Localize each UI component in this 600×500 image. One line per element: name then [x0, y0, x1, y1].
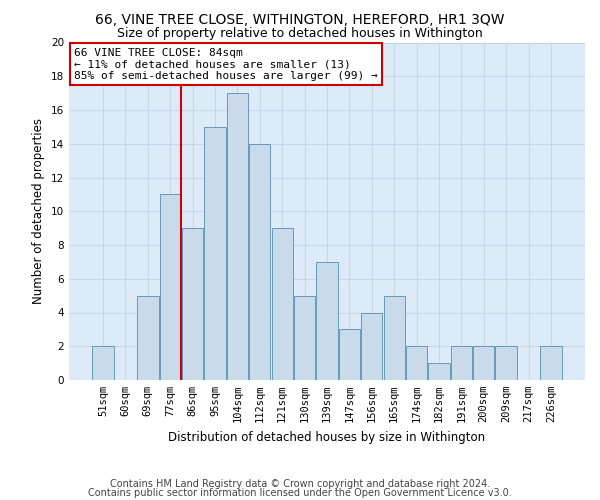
Text: 66, VINE TREE CLOSE, WITHINGTON, HEREFORD, HR1 3QW: 66, VINE TREE CLOSE, WITHINGTON, HEREFOR… — [95, 12, 505, 26]
Bar — [496, 346, 517, 380]
Bar — [473, 346, 494, 380]
Bar — [160, 194, 181, 380]
Text: Size of property relative to detached houses in Withington: Size of property relative to detached ho… — [117, 28, 483, 40]
Bar — [451, 346, 472, 380]
Bar — [428, 363, 449, 380]
Bar — [92, 346, 114, 380]
Bar — [227, 93, 248, 380]
Bar — [272, 228, 293, 380]
Bar — [249, 144, 271, 380]
Bar — [406, 346, 427, 380]
Y-axis label: Number of detached properties: Number of detached properties — [32, 118, 46, 304]
Bar — [137, 296, 158, 380]
Bar — [182, 228, 203, 380]
Bar — [540, 346, 562, 380]
X-axis label: Distribution of detached houses by size in Withington: Distribution of detached houses by size … — [169, 430, 485, 444]
Bar — [316, 262, 338, 380]
Bar — [383, 296, 405, 380]
Bar — [205, 127, 226, 380]
Text: 66 VINE TREE CLOSE: 84sqm
← 11% of detached houses are smaller (13)
85% of semi-: 66 VINE TREE CLOSE: 84sqm ← 11% of detac… — [74, 48, 378, 81]
Text: Contains public sector information licensed under the Open Government Licence v3: Contains public sector information licen… — [88, 488, 512, 498]
Bar — [339, 330, 360, 380]
Bar — [361, 312, 382, 380]
Bar — [294, 296, 315, 380]
Text: Contains HM Land Registry data © Crown copyright and database right 2024.: Contains HM Land Registry data © Crown c… — [110, 479, 490, 489]
